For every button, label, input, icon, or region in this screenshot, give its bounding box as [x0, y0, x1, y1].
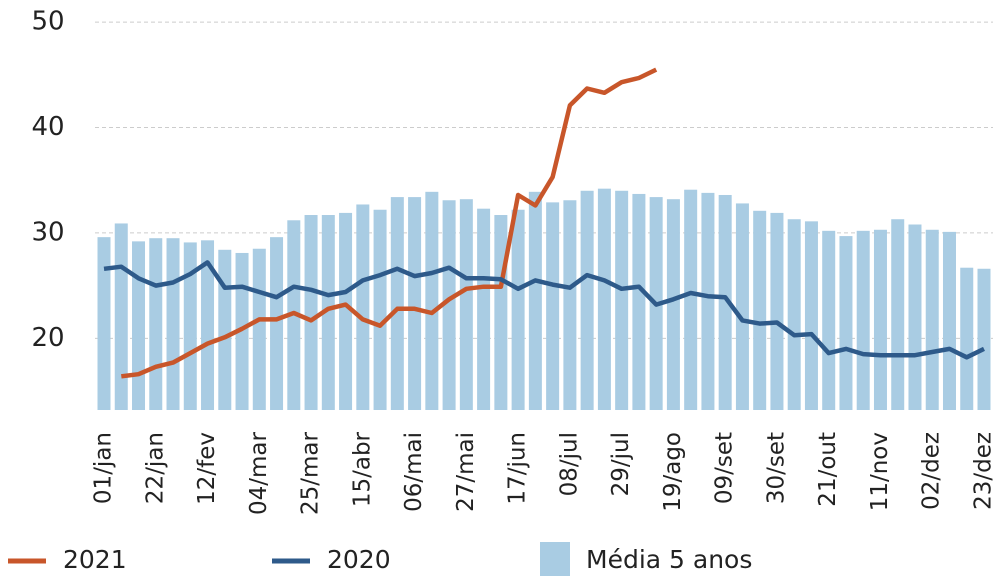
bar [701, 192, 715, 410]
bar [908, 224, 922, 410]
bar [960, 267, 974, 410]
bar [459, 199, 473, 410]
x-tick-label: 12/fev [194, 432, 220, 505]
bar [494, 215, 508, 410]
bar [97, 237, 111, 410]
bar [218, 249, 232, 410]
bar [787, 219, 801, 410]
bar [511, 209, 525, 410]
bar [477, 208, 491, 410]
legend: 2021 2020 Média 5 anos [8, 542, 752, 576]
bar [942, 231, 956, 410]
bar [770, 212, 784, 410]
x-tick-label: 22/jan [142, 432, 168, 504]
x-tick-label: 30/set [763, 432, 789, 504]
bar [114, 223, 128, 410]
bar [201, 240, 215, 410]
x-tick-label: 21/out [815, 432, 841, 507]
bar [304, 215, 318, 410]
y-tick-label: 50 [31, 7, 64, 37]
bar [183, 242, 197, 410]
x-tick-label: 23/dez [971, 432, 997, 510]
bar [615, 190, 629, 410]
bar [580, 190, 594, 410]
x-tick-label: 06/mai [401, 432, 427, 512]
bar [321, 215, 335, 410]
x-tick-label: 15/abr [349, 431, 375, 507]
bar [149, 238, 163, 410]
bar [873, 229, 887, 410]
bar [408, 197, 422, 410]
line [103, 260, 985, 360]
x-tick-label: 01/jan [91, 432, 117, 504]
bar [425, 191, 439, 410]
legend-label: 2021 [63, 545, 127, 574]
legend-swatch [540, 542, 570, 576]
bar [684, 189, 698, 410]
bar [563, 200, 577, 410]
legend-label: 2020 [327, 545, 391, 574]
x-tick-label: 08/jul [556, 432, 582, 496]
bar [735, 203, 749, 410]
bar [856, 230, 870, 410]
bar [666, 199, 680, 410]
bar [442, 200, 456, 410]
lines [103, 67, 985, 379]
x-tick-label: 04/mar [246, 431, 272, 515]
bar [804, 221, 818, 410]
bar [356, 204, 370, 410]
bar [891, 219, 905, 410]
x-tick-label: 11/nov [867, 432, 893, 511]
bar [235, 252, 249, 410]
x-tick-label: 25/mar [298, 431, 324, 515]
bar [528, 191, 542, 410]
legend-label: Média 5 anos [586, 545, 752, 574]
bar [839, 236, 853, 410]
bar [977, 268, 991, 410]
x-tick-label: 17/jun [505, 432, 531, 505]
line [121, 67, 658, 379]
bar [390, 197, 404, 410]
bar [753, 210, 767, 410]
bar [132, 241, 146, 410]
x-tick-label: 02/dez [919, 432, 945, 510]
x-tick-label: 09/set [712, 432, 738, 504]
bar [270, 237, 284, 410]
bar [166, 238, 180, 410]
x-tick-label: 19/ago [660, 432, 686, 512]
bars [97, 188, 991, 410]
y-tick-label: 30 [31, 217, 64, 247]
bar [632, 193, 646, 410]
y-tick-label: 20 [31, 323, 64, 353]
bar [546, 202, 560, 410]
x-tick-label: 29/jul [608, 432, 634, 496]
bar [373, 209, 387, 410]
bar [822, 230, 836, 410]
bar [597, 188, 611, 410]
labels: 20 30 40 50 01/jan 22/jan 12/fev 04/mar 25/mar 15… [31, 7, 996, 515]
y-tick-label: 40 [31, 112, 64, 142]
bar [925, 229, 939, 410]
bar [339, 212, 353, 410]
bar [718, 194, 732, 410]
x-tick-label: 27/mai [453, 432, 479, 512]
bar [252, 248, 266, 410]
